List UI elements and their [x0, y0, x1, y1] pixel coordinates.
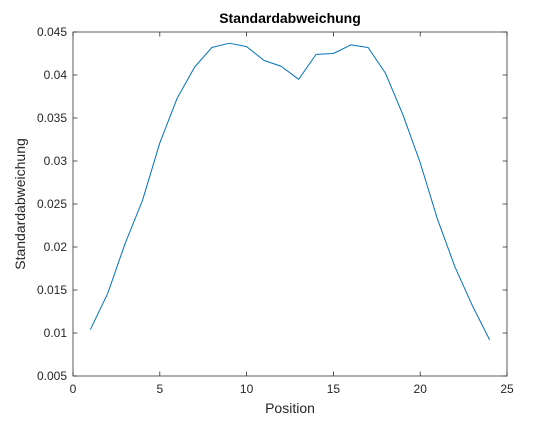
y-tick-label: 0.025 [37, 197, 67, 211]
y-tick-label: 0.005 [37, 369, 67, 383]
series-layer [89, 42, 491, 341]
data-point [297, 78, 300, 81]
data-point [176, 97, 179, 100]
x-axis-title: Position [265, 400, 315, 416]
data-point [349, 43, 352, 46]
data-point [124, 242, 127, 245]
data-point [453, 265, 456, 268]
y-tick-label: 0.02 [44, 240, 68, 254]
x-tick-label: 25 [500, 382, 514, 396]
data-point [332, 52, 335, 55]
data-point [89, 328, 92, 331]
data-point [384, 72, 387, 75]
data-point [193, 66, 196, 69]
data-point [158, 141, 161, 144]
chart-title: Standardabweichung [219, 10, 361, 26]
x-tick-label: 5 [156, 382, 163, 396]
data-point [315, 53, 318, 56]
data-point [141, 199, 144, 202]
y-tick-label: 0.045 [37, 25, 67, 39]
x-tick-label: 0 [70, 382, 77, 396]
data-point [419, 161, 422, 164]
data-point [436, 218, 439, 221]
x-tick-label: 10 [240, 382, 254, 396]
y-tick-label: 0.01 [44, 326, 68, 340]
data-point [262, 59, 265, 62]
series-line [89, 42, 491, 341]
y-tick-label: 0.035 [37, 111, 67, 125]
data-point [245, 45, 248, 48]
plot-area [73, 32, 507, 376]
x-tick-label: 20 [414, 382, 428, 396]
data-point [210, 46, 213, 49]
y-tick-label: 0.015 [37, 283, 67, 297]
y-tick-label: 0.03 [44, 154, 68, 168]
x-tick-label: 15 [327, 382, 341, 396]
data-point [488, 338, 491, 341]
x-axis-ticks: 0 5 10 15 20 25 [70, 32, 514, 396]
data-point [280, 65, 283, 68]
data-point [106, 292, 109, 295]
y-tick-label: 0.04 [44, 68, 68, 82]
data-point [401, 113, 404, 116]
data-point [367, 46, 370, 49]
data-point [228, 42, 231, 45]
y-axis-title: Standardabweichung [12, 138, 28, 270]
data-point [471, 304, 474, 307]
y-axis-ticks: 0.005 0.01 0.015 0.02 0.025 0.03 0.035 0.04 0.04… [37, 25, 507, 383]
